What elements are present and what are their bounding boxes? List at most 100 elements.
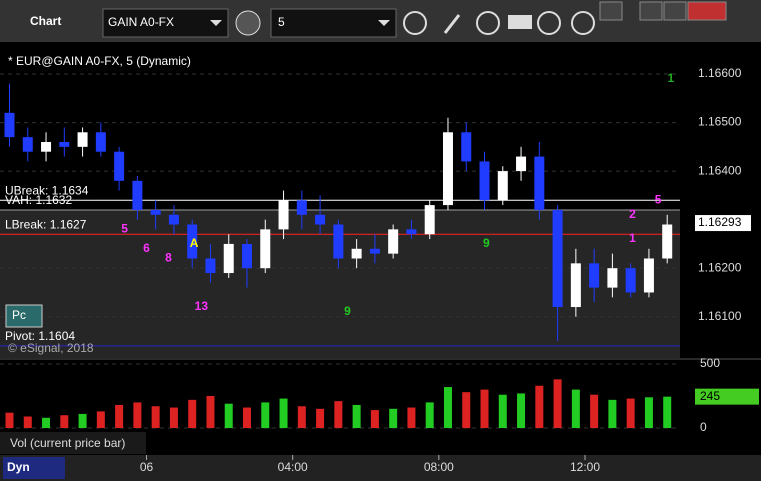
volume-bar — [626, 398, 635, 429]
candle-body — [315, 214, 326, 225]
close-button[interactable] — [687, 1, 727, 21]
app-title: Chart — [30, 14, 61, 28]
x-tick-label: 06 — [140, 460, 154, 474]
dropdown-arrow — [210, 20, 222, 26]
candle-body — [461, 132, 472, 162]
volume-bar — [480, 389, 489, 429]
annotation: 8 — [165, 251, 172, 265]
study-button[interactable] — [476, 11, 500, 35]
candle-body — [534, 156, 545, 210]
alert-button[interactable] — [571, 11, 595, 35]
candle-body — [497, 171, 508, 201]
symbol: GAIN A0-FX — [108, 15, 174, 29]
x-tick-label: 08:00 — [424, 460, 454, 474]
volume-title: Vol (current price bar) — [10, 436, 125, 450]
volume-bar — [370, 410, 379, 429]
volume-bar — [663, 396, 672, 429]
candle-body — [424, 205, 435, 235]
volume-tick-label: 0 — [700, 420, 707, 434]
last-price-box — [695, 215, 751, 232]
volume-bar — [644, 397, 653, 429]
x-tick-label: 12:00 — [570, 460, 600, 474]
volume-bar — [206, 396, 215, 429]
volume-bar — [443, 387, 452, 429]
y-tick-label: 1.16200 — [698, 260, 742, 274]
candle-body — [643, 258, 654, 293]
candle-body — [479, 161, 490, 201]
volume-bar — [590, 394, 599, 429]
volume-bar — [407, 407, 416, 429]
volume-bar — [78, 413, 87, 429]
y-tick-label: 1.16400 — [698, 163, 742, 177]
level-label: VAH: 1.1632 — [5, 193, 72, 207]
annotation: 13 — [195, 299, 209, 313]
candle-body — [41, 141, 52, 152]
volume-bar — [224, 403, 233, 429]
volume-last-label: 245 — [700, 389, 720, 403]
candle-body — [77, 132, 88, 147]
y-tick-label: 1.16500 — [698, 115, 742, 129]
candle-body — [242, 243, 253, 269]
window-button[interactable] — [599, 1, 623, 21]
window-button[interactable] — [663, 1, 687, 21]
copyright: © eSignal, 2018 — [8, 341, 94, 355]
draw-button[interactable] — [443, 14, 461, 34]
annotation: 9 — [344, 304, 351, 318]
dropdown-arrow — [378, 20, 390, 26]
candle-body — [132, 180, 143, 210]
interval: 5 — [278, 15, 285, 29]
annotation: A — [190, 236, 199, 250]
candle-body — [187, 224, 198, 259]
settings-button[interactable] — [235, 10, 261, 36]
chart-title: * EUR@GAIN A0-FX, 5 (Dynamic) — [8, 54, 191, 68]
window-button[interactable] — [639, 1, 663, 21]
candle-body — [95, 132, 106, 152]
volume-bar — [571, 389, 580, 429]
volume-bar — [498, 394, 507, 429]
candle-body — [552, 209, 563, 308]
candle-body — [114, 151, 125, 181]
volume-bar — [425, 402, 434, 429]
candle-body — [22, 137, 33, 152]
candle-body — [333, 224, 344, 259]
volume-bar — [23, 416, 32, 429]
annotation: 5 — [655, 192, 662, 206]
volume-bar — [608, 399, 617, 429]
candle-body — [570, 263, 581, 308]
time-button[interactable] — [403, 11, 427, 35]
volume-bar — [133, 402, 142, 429]
x-tick-label: 04:00 — [278, 460, 308, 474]
volume-bar — [243, 407, 252, 429]
status: Dyn — [7, 460, 30, 474]
level-label: Pivot: 1.1604 — [5, 329, 75, 343]
annotation: 2 — [629, 207, 636, 221]
candle-body — [296, 200, 307, 215]
annotation: 6 — [143, 241, 150, 255]
candle-body — [260, 229, 271, 269]
candle-body — [150, 209, 161, 215]
volume-bar — [42, 417, 51, 429]
time-axis — [0, 455, 761, 481]
price-button[interactable] — [537, 11, 561, 35]
symbol-box[interactable] — [102, 8, 229, 38]
candle-body — [662, 224, 673, 259]
status-box[interactable] — [3, 457, 65, 479]
candle-body — [607, 268, 618, 288]
candle-body — [223, 243, 234, 274]
level-label: UBreak: 1.1634 — [5, 183, 89, 197]
volume-bar — [462, 392, 471, 429]
candle-body — [406, 229, 417, 235]
volume-bar — [553, 379, 562, 429]
candle-body — [516, 156, 527, 172]
volume-bar — [535, 385, 544, 429]
volume-bar — [389, 408, 398, 429]
candle-body — [59, 141, 70, 147]
volume-last-box — [695, 388, 759, 405]
get-button[interactable] — [508, 15, 532, 29]
annotation: 5 — [121, 222, 128, 236]
volume-bar — [188, 399, 197, 429]
annotation: 1 — [668, 71, 675, 85]
interval-box[interactable] — [270, 8, 397, 38]
